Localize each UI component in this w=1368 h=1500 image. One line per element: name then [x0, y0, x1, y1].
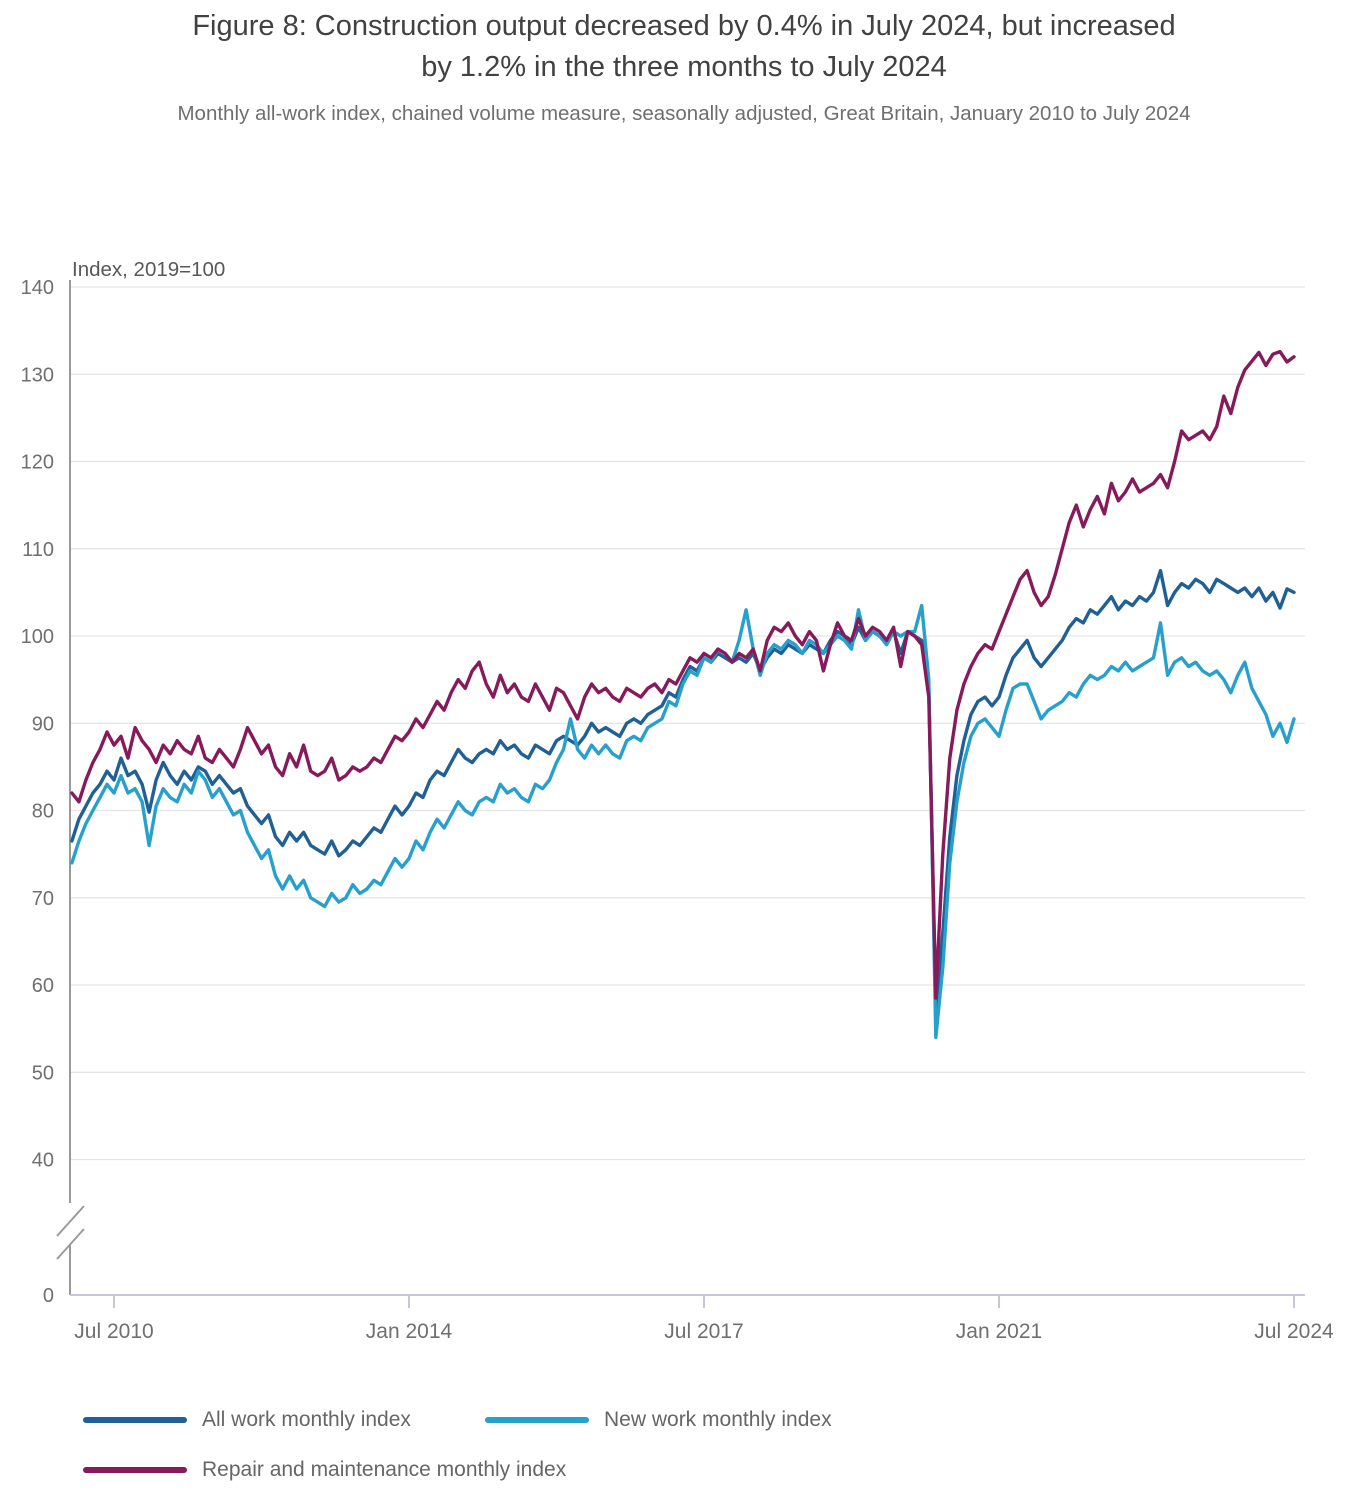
legend-label-new-work: New work monthly index	[604, 1408, 832, 1431]
y-tick-label: 90	[32, 713, 54, 735]
y-tick-label: 60	[32, 975, 54, 997]
x-tick-label: Jan 2021	[956, 1320, 1042, 1343]
figure-title: Figure 8: Construction output decreased …	[44, 6, 1324, 87]
axis-break-mark	[56, 1205, 85, 1237]
y-tick-label: 100	[21, 626, 54, 648]
y-axis-title: Index, 2019=100	[72, 258, 225, 281]
series-line-all-work	[70, 568, 1296, 1013]
figure-subtitle: Monthly all-work index, chained volume m…	[177, 102, 1191, 125]
figure-title-line2: by 1.2% in the three months to July 2024	[421, 50, 947, 83]
x-tick-label: Jul 2024	[1254, 1320, 1334, 1343]
x-tick-label: Jan 2014	[366, 1320, 453, 1343]
x-tick-label: Jul 2010	[74, 1320, 153, 1343]
y-tick-label: 0	[43, 1285, 54, 1307]
figure-title-line1: Figure 8: Construction output decreased …	[192, 10, 1176, 42]
y-tick-label: 70	[32, 888, 54, 910]
y-tick-label: 120	[21, 452, 54, 474]
x-tick-label: Jul 2017	[664, 1320, 743, 1343]
y-tick-label: 130	[21, 364, 54, 386]
y-tick-label: 40	[32, 1150, 54, 1172]
y-tick-label: 50	[32, 1062, 54, 1084]
all-work-line-swatch	[83, 1417, 187, 1423]
new-work-line-swatch	[485, 1417, 589, 1423]
repair-maintenance-line-swatch	[83, 1467, 187, 1473]
legend-item-repair-maintenance: Repair and maintenance monthly index	[83, 1458, 566, 1482]
axis-break-mark	[56, 1228, 85, 1260]
legend-item-all-work: All work monthly index	[83, 1408, 411, 1432]
series-line-new-work	[70, 603, 1296, 1040]
chart-svg: 0 40 50 60 70 80 90 100 110 120 130 140 Index, 2019=…	[21, 258, 1334, 1343]
legend-label-all-work: All work monthly index	[202, 1408, 411, 1431]
y-tick-label: 110	[22, 539, 54, 561]
y-tick-label: 80	[32, 801, 54, 823]
legend-item-new-work: New work monthly index	[485, 1408, 832, 1432]
legend-label-repair-maintenance: Repair and maintenance monthly index	[202, 1458, 567, 1481]
series-line-repair-maintenance	[70, 349, 1296, 1000]
y-tick-label: 140	[21, 277, 54, 299]
